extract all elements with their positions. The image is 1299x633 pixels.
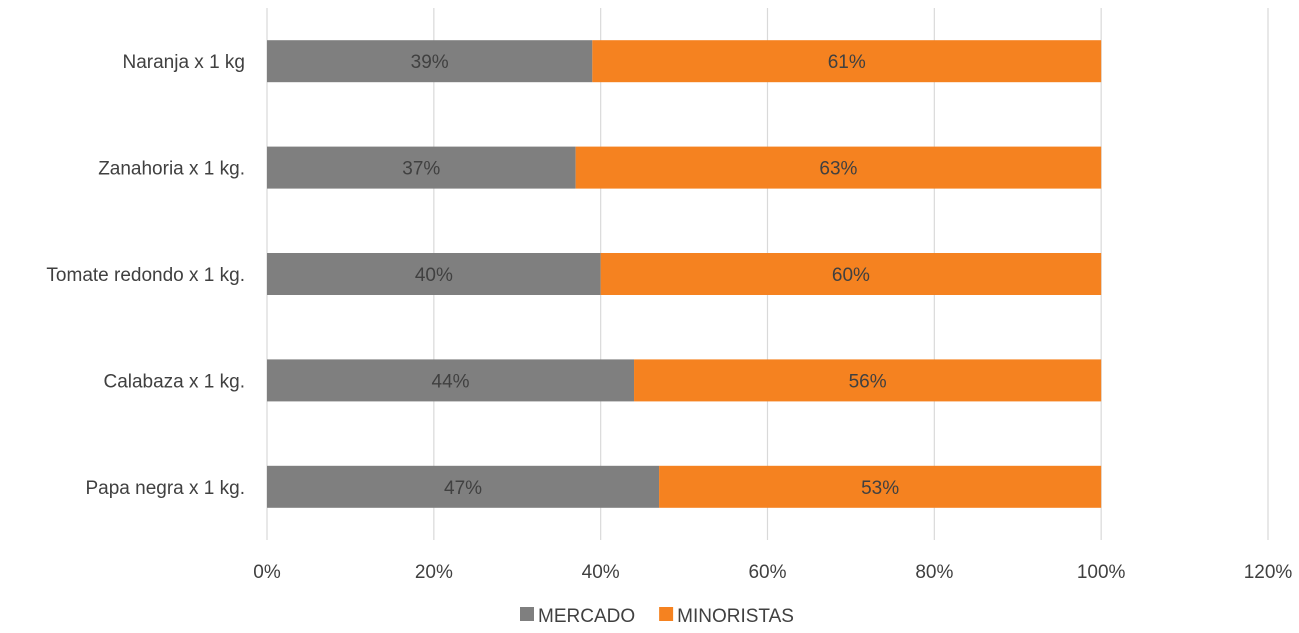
bar-mercado: [267, 253, 601, 295]
bar-mercado: [267, 146, 576, 189]
bar-mercado: [267, 359, 635, 402]
data-label: 61%: [828, 52, 866, 73]
legend-swatch-minoristas: [659, 607, 674, 621]
bars: 47% 53% 44% 56% 40% 60% 37% 63% 39% 61%: [267, 40, 1102, 508]
data-label: 53%: [861, 478, 899, 499]
data-label: 39%: [411, 52, 449, 73]
category-label: Naranja x 1 kg: [122, 52, 245, 73]
data-label: 40%: [415, 265, 453, 286]
x-tick-label: 60%: [748, 562, 786, 583]
legend-label-mercado: MERCADO: [538, 606, 635, 627]
data-label: 47%: [444, 478, 482, 499]
data-label: 63%: [819, 159, 857, 180]
legend: MERCADO MINORISTAS: [520, 606, 794, 627]
category-label: Tomate redondo x 1 kg.: [46, 265, 245, 286]
bar-mercado: [267, 465, 660, 508]
x-tick-label: 120%: [1244, 562, 1293, 583]
bar-minoristas: [592, 40, 1102, 83]
x-tick-label: 0%: [253, 562, 281, 583]
data-label: 60%: [832, 265, 870, 286]
data-label: 56%: [849, 371, 887, 392]
bar-minoristas: [634, 359, 1102, 402]
bar-minoristas: [659, 465, 1102, 508]
x-tick-label: 100%: [1077, 562, 1126, 583]
x-tick-label: 20%: [415, 562, 453, 583]
x-tick-labels: 0% 20% 40% 60% 80% 100% 120%: [253, 562, 1292, 583]
category-label: Papa negra x 1 kg.: [86, 478, 246, 499]
category-label: Zanahoria x 1 kg.: [98, 159, 245, 180]
legend-label-minoristas: MINORISTAS: [677, 606, 794, 627]
bar-minoristas: [600, 253, 1102, 295]
bar-mercado: [267, 40, 593, 83]
category-labels: Papa negra x 1 kg. Calabaza x 1 kg. Tomate…: [46, 52, 245, 499]
data-label: 37%: [402, 159, 440, 180]
legend-swatch-mercado: [520, 607, 534, 621]
x-tick-label: 40%: [582, 562, 620, 583]
x-tick-label: 80%: [915, 562, 953, 583]
category-label: Calabaza x 1 kg.: [103, 371, 245, 392]
bar-minoristas: [575, 146, 1102, 189]
data-label: 44%: [432, 371, 470, 392]
